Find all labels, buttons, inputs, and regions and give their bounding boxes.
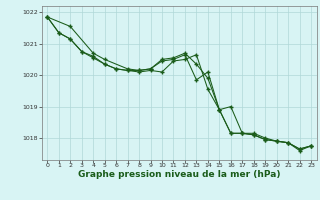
X-axis label: Graphe pression niveau de la mer (hPa): Graphe pression niveau de la mer (hPa) bbox=[78, 170, 280, 179]
